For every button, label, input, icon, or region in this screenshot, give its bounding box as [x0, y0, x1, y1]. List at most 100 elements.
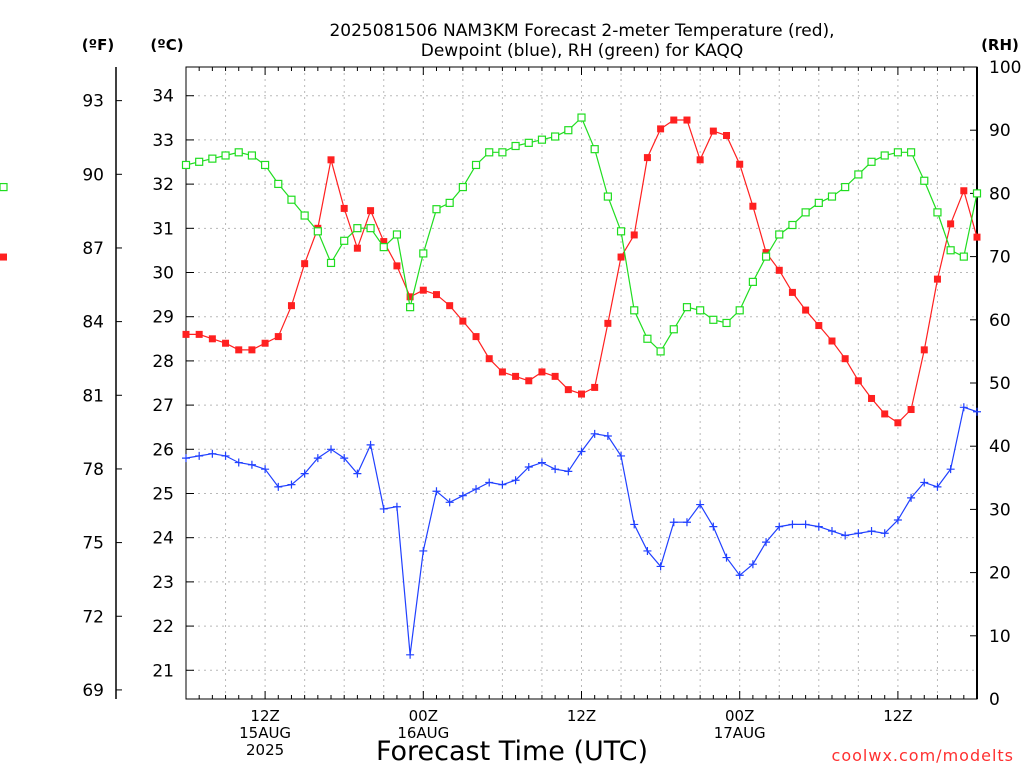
- dewpoint-point: [748, 560, 757, 569]
- axis-ticks: 21 22 23 24 25 26 27 28 29 30 31 32 33 34 69 72 75 78 81 84…: [82, 58, 1021, 759]
- dewpoint-point: [182, 454, 190, 463]
- dewpoint-point: [287, 480, 296, 489]
- celsius-tick-label: 25: [152, 484, 174, 504]
- dewpoint-point: [551, 465, 560, 474]
- temperature-point: [591, 383, 599, 391]
- dewpoint-point: [920, 478, 929, 487]
- rh-point: [959, 252, 968, 261]
- dewpoint-point: [827, 527, 836, 536]
- rh-point: [564, 126, 573, 135]
- fahrenheit-unit-label: (ºF): [82, 36, 114, 54]
- rh-point: [392, 230, 402, 239]
- temperature-point: [604, 319, 612, 327]
- temperature-point: [973, 233, 981, 241]
- dewpoint-point: [261, 465, 270, 474]
- rh-point: [748, 277, 757, 286]
- temperature-point: [723, 132, 731, 140]
- series-rh: [0, 113, 982, 356]
- temperature-point: [380, 238, 388, 246]
- dewpoint-point: [775, 522, 784, 531]
- rh-tick-label: 50: [989, 374, 1011, 394]
- dewpoint-point: [537, 458, 546, 467]
- temperature-point: [419, 286, 427, 294]
- dewpoint-point: [313, 454, 322, 463]
- rh-point: [682, 303, 692, 312]
- temperature-point: [564, 386, 572, 394]
- rh-point: [0, 182, 8, 192]
- celsius-tick-label: 33: [152, 131, 174, 151]
- dewpoint-point: [274, 482, 283, 491]
- fahrenheit-tick-label: 75: [82, 534, 104, 554]
- dewpoint-point: [973, 407, 981, 416]
- dewpoint-point: [959, 403, 968, 412]
- temperature-point: [472, 333, 480, 341]
- temperature-point: [274, 333, 282, 341]
- rh-point: [880, 151, 889, 160]
- rh-point: [419, 249, 428, 258]
- dewpoint-point: [867, 527, 876, 536]
- dewpoint-point: [788, 520, 797, 529]
- rh-tick-label: 100: [989, 58, 1021, 78]
- temperature-point: [287, 302, 295, 310]
- dewpoint-point: [195, 451, 204, 460]
- rh-point: [234, 148, 243, 157]
- rh-point: [406, 303, 415, 312]
- dewpoint-point: [353, 469, 362, 478]
- temperature-point: [195, 330, 203, 338]
- dewpoint-point: [472, 485, 481, 494]
- x-axis-label: Forecast Time (UTC): [376, 736, 648, 767]
- temperature-point: [643, 154, 651, 162]
- rh-point: [221, 151, 230, 160]
- series-temperature: [0, 116, 981, 427]
- dewpoint-point: [458, 491, 467, 500]
- rh-point: [208, 154, 217, 163]
- fahrenheit-tick-label: 87: [82, 239, 104, 259]
- temperature-point: [920, 346, 928, 354]
- dewpoint-point: [669, 518, 678, 527]
- rh-tick-label: 30: [989, 500, 1011, 520]
- x-tick-label: 12Z: [883, 707, 912, 725]
- fahrenheit-tick-label: 84: [82, 313, 104, 333]
- temperature-point: [538, 368, 546, 376]
- temperature-point: [248, 346, 256, 354]
- temperature-point: [657, 125, 665, 133]
- temperature-point: [301, 260, 309, 268]
- dewpoint-point: [445, 498, 454, 507]
- rh-point: [946, 246, 955, 255]
- dewpoint-point: [379, 504, 388, 513]
- rh-point: [616, 227, 626, 236]
- dewpoint-point: [946, 465, 955, 474]
- dewpoint-point: [392, 502, 401, 511]
- rh-tick-label: 0: [989, 690, 1000, 710]
- temperature-point: [551, 372, 559, 380]
- temperature-point: [340, 204, 348, 212]
- rh-point: [972, 189, 982, 198]
- dewpoint-point: [485, 478, 494, 487]
- dewpoint-point: [432, 487, 441, 496]
- dewpoint-point: [722, 553, 731, 562]
- temperature-point: [907, 406, 915, 414]
- rh-point: [471, 160, 481, 170]
- x-tick-label: 15AUG: [239, 724, 291, 742]
- dewpoint-point: [893, 516, 902, 525]
- celsius-tick-label: 24: [152, 529, 174, 549]
- rh-tick-label: 20: [989, 564, 1011, 584]
- rh-point: [893, 148, 903, 157]
- celsius-tick-label: 21: [152, 661, 174, 681]
- rh-point: [326, 258, 336, 268]
- chart-title-line-1: 2025081506 NAM3KM Forecast 2-meter Tempe…: [329, 21, 834, 41]
- fahrenheit-tick-label: 78: [82, 460, 104, 480]
- rh-point: [656, 347, 665, 356]
- temperature-point: [327, 156, 335, 164]
- rh-point: [801, 208, 810, 217]
- temperature-point: [617, 253, 625, 261]
- dewpoint-point: [656, 562, 665, 571]
- dewpoint-point: [841, 531, 850, 540]
- dewpoint-point: [300, 469, 309, 478]
- rh-point: [458, 182, 467, 192]
- temperature-point: [933, 275, 941, 283]
- x-tick-label: 16AUG: [397, 724, 449, 742]
- celsius-tick-label: 34: [152, 87, 174, 107]
- dewpoint-point: [234, 458, 243, 467]
- dewpoint-point: [617, 451, 626, 460]
